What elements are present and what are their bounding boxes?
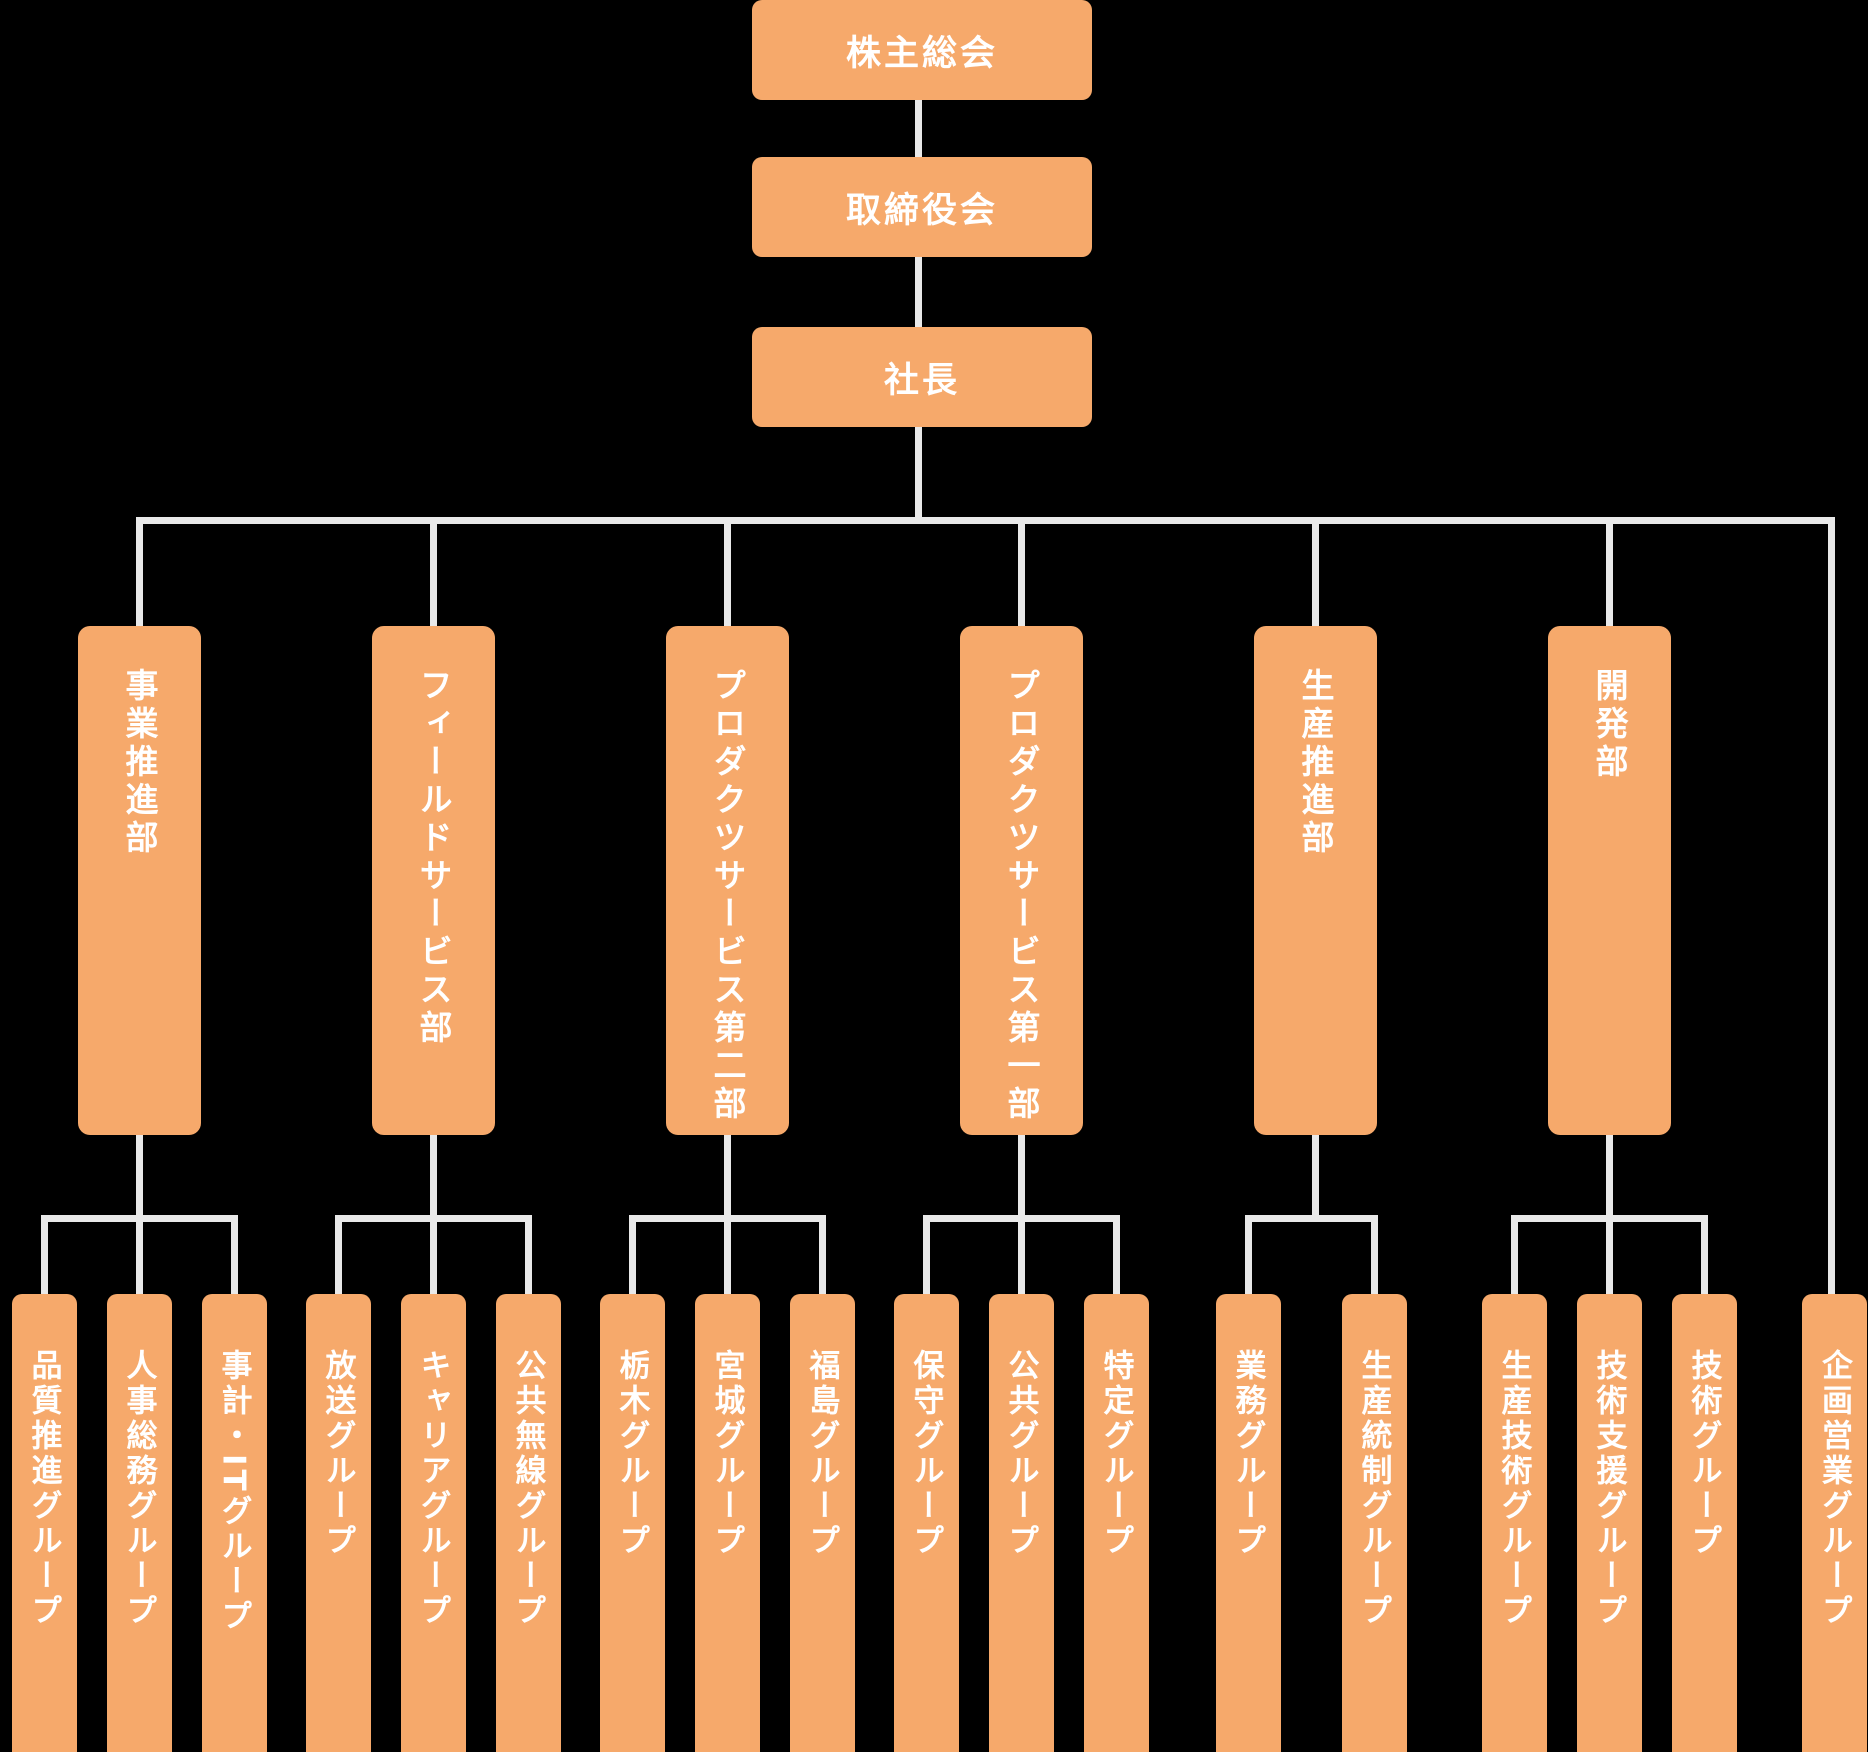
connector-line bbox=[628, 1215, 826, 1222]
connector-line bbox=[914, 257, 922, 327]
group-label: 生産技術グループ bbox=[1495, 1349, 1532, 1629]
node-label: 株主総会 bbox=[845, 33, 998, 74]
connector-line bbox=[922, 1222, 930, 1294]
connector-line bbox=[135, 1135, 143, 1215]
group-label: 福島グループ bbox=[803, 1349, 840, 1559]
dept-label: 事業推進部 bbox=[120, 668, 159, 858]
connector-line bbox=[914, 100, 922, 157]
connector-line bbox=[1700, 1222, 1708, 1294]
group-hr-general-affairs: 人事総務グループ bbox=[106, 1294, 172, 1752]
connector-line bbox=[723, 524, 731, 626]
group-tochigi: 栃木グループ bbox=[599, 1294, 665, 1752]
dept-field-service: フィールドサービス部 bbox=[371, 626, 495, 1135]
group-maintenance: 保守グループ bbox=[893, 1294, 959, 1752]
connector-line bbox=[1605, 1222, 1613, 1294]
group-quality-promotion: 品質推進グループ bbox=[11, 1294, 77, 1752]
group-production-tech: 生産技術グループ bbox=[1481, 1294, 1547, 1752]
group-operations: 業務グループ bbox=[1215, 1294, 1281, 1752]
connector-line bbox=[1244, 1222, 1252, 1294]
group-label: 生産統制グループ bbox=[1355, 1349, 1392, 1629]
group-production-control: 生産統制グループ bbox=[1341, 1294, 1407, 1752]
dept-business-promotion: 事業推進部 bbox=[77, 626, 201, 1135]
dept-label: フィールドサービス部 bbox=[414, 668, 453, 1048]
connector-line bbox=[818, 1222, 826, 1294]
dept-products-service-1: プロダクツサービス第一部 bbox=[959, 626, 1083, 1135]
group-label: 放送グループ bbox=[319, 1349, 356, 1559]
dept-label: 生産推進部 bbox=[1296, 668, 1335, 858]
connector-line bbox=[1510, 1222, 1518, 1294]
group-label: 保守グループ bbox=[907, 1349, 944, 1559]
group-planning-sales: 企画営業グループ bbox=[1802, 1294, 1867, 1752]
connector-line bbox=[135, 517, 1835, 524]
connector-line bbox=[135, 1222, 143, 1294]
connector-line bbox=[334, 1222, 342, 1294]
group-jikei-it: 事計・ITグループ bbox=[201, 1294, 267, 1752]
connector-line bbox=[628, 1222, 636, 1294]
connector-line bbox=[1311, 524, 1319, 626]
connector-line bbox=[429, 1222, 437, 1294]
node-label: 社長 bbox=[883, 360, 960, 401]
node-label: 取締役会 bbox=[845, 190, 998, 231]
connector-line bbox=[429, 1135, 437, 1215]
group-miyagi: 宮城グループ bbox=[694, 1294, 760, 1752]
connector-line bbox=[1017, 524, 1025, 626]
group-tech-support: 技術支援グループ bbox=[1576, 1294, 1642, 1752]
dept-label: プロダクツサービス第一部 bbox=[1002, 668, 1041, 1124]
group-label: 技術支援グループ bbox=[1590, 1349, 1627, 1629]
connector-line bbox=[914, 427, 922, 517]
connector-line bbox=[524, 1222, 532, 1294]
dept-development: 開発部 bbox=[1547, 626, 1671, 1135]
group-label: 人事総務グループ bbox=[120, 1349, 157, 1629]
group-label: 公共無線グループ bbox=[509, 1349, 546, 1629]
connector-line bbox=[230, 1222, 238, 1294]
connector-line bbox=[1311, 1135, 1319, 1215]
connector-line bbox=[135, 524, 143, 626]
group-label: 事計・ITグループ bbox=[215, 1349, 252, 1635]
node-president: 社長 bbox=[752, 327, 1092, 427]
dept-production-promotion: 生産推進部 bbox=[1253, 626, 1377, 1135]
connector-line bbox=[429, 524, 437, 626]
connector-line bbox=[723, 1135, 731, 1215]
connector-line bbox=[1017, 1222, 1025, 1294]
connector-line bbox=[1827, 524, 1835, 1294]
group-label: 企画営業グループ bbox=[1816, 1349, 1852, 1629]
connector-line bbox=[1244, 1215, 1378, 1222]
group-carrier: キャリアグループ bbox=[400, 1294, 466, 1752]
group-fukushima: 福島グループ bbox=[789, 1294, 855, 1752]
group-public: 公共グループ bbox=[988, 1294, 1054, 1752]
connector-line bbox=[922, 1215, 1120, 1222]
node-shareholders-meeting: 株主総会 bbox=[752, 0, 1092, 100]
connector-line bbox=[40, 1222, 48, 1294]
group-label: 栃木グループ bbox=[613, 1349, 650, 1559]
connector-line bbox=[1370, 1222, 1378, 1294]
connector-line bbox=[1605, 524, 1613, 626]
connector-line bbox=[40, 1215, 238, 1222]
group-label: 品質推進グループ bbox=[25, 1349, 62, 1629]
group-label: 宮城グループ bbox=[708, 1349, 745, 1559]
group-label: キャリアグループ bbox=[414, 1349, 451, 1629]
connector-line bbox=[1017, 1135, 1025, 1215]
connector-line bbox=[1510, 1215, 1708, 1222]
group-label: 技術グループ bbox=[1685, 1349, 1722, 1559]
connector-line bbox=[723, 1222, 731, 1294]
dept-label: 開発部 bbox=[1590, 668, 1629, 782]
group-label: 特定グループ bbox=[1097, 1349, 1134, 1559]
connector-line bbox=[334, 1215, 532, 1222]
group-broadcast: 放送グループ bbox=[305, 1294, 371, 1752]
dept-label: プロダクツサービス第二部 bbox=[708, 668, 747, 1124]
group-technology: 技術グループ bbox=[1671, 1294, 1737, 1752]
group-specified: 特定グループ bbox=[1083, 1294, 1149, 1752]
node-board-of-directors: 取締役会 bbox=[752, 157, 1092, 257]
group-public-wireless: 公共無線グループ bbox=[495, 1294, 561, 1752]
connector-line bbox=[1605, 1135, 1613, 1215]
dept-products-service-2: プロダクツサービス第二部 bbox=[665, 626, 789, 1135]
group-label: 公共グループ bbox=[1002, 1349, 1039, 1559]
group-label: 業務グループ bbox=[1229, 1349, 1266, 1559]
connector-line bbox=[1112, 1222, 1120, 1294]
